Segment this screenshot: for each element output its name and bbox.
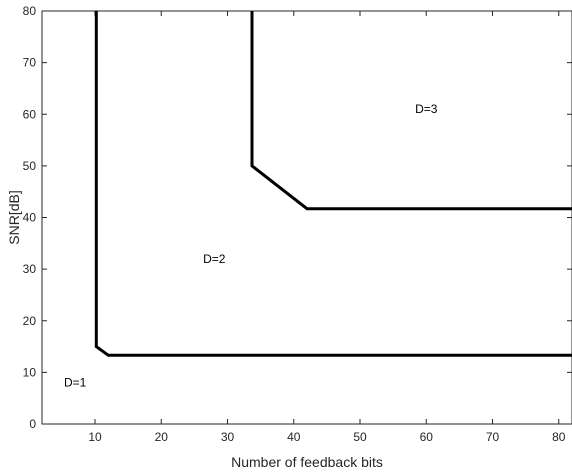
region-label: D=2 (203, 252, 226, 266)
x-tick-label: 80 (552, 430, 566, 444)
x-axis-label: Number of feedback bits (231, 454, 383, 470)
x-tick-label: 70 (486, 430, 500, 444)
x-tick-label: 20 (155, 430, 169, 444)
series-lines (94, 11, 572, 357)
tick-labels: 10 20 30 40 50 60 70 80 0 10 20 30 40 50 60 70 80 (23, 4, 566, 444)
x-tick-label: 50 (353, 430, 367, 444)
boundary-line-2 (250, 11, 572, 211)
x-tick-label: 30 (221, 430, 235, 444)
y-axis-label: SNR[dB] (6, 190, 22, 244)
x-tick-label: 10 (88, 430, 102, 444)
axis-ticks (42, 10, 572, 425)
region-label: D=1 (64, 376, 87, 390)
region-annotations: D=1 D=2 D=3 (64, 102, 438, 390)
x-tick-label: 60 (420, 430, 434, 444)
region-label: D=3 (415, 102, 438, 116)
y-tick-label: 10 (23, 365, 37, 379)
y-tick-label: 50 (23, 159, 37, 173)
boundary-line-1 (94, 11, 572, 357)
y-tick-label: 20 (23, 314, 37, 328)
plot-area (41, 10, 572, 425)
y-tick-label: 80 (23, 4, 37, 18)
y-tick-label: 0 (29, 417, 36, 431)
y-tick-label: 70 (23, 56, 37, 70)
y-tick-label: 60 (23, 107, 37, 121)
x-tick-label: 40 (287, 430, 301, 444)
y-tick-label: 40 (23, 211, 37, 225)
y-tick-label: 30 (23, 262, 37, 276)
